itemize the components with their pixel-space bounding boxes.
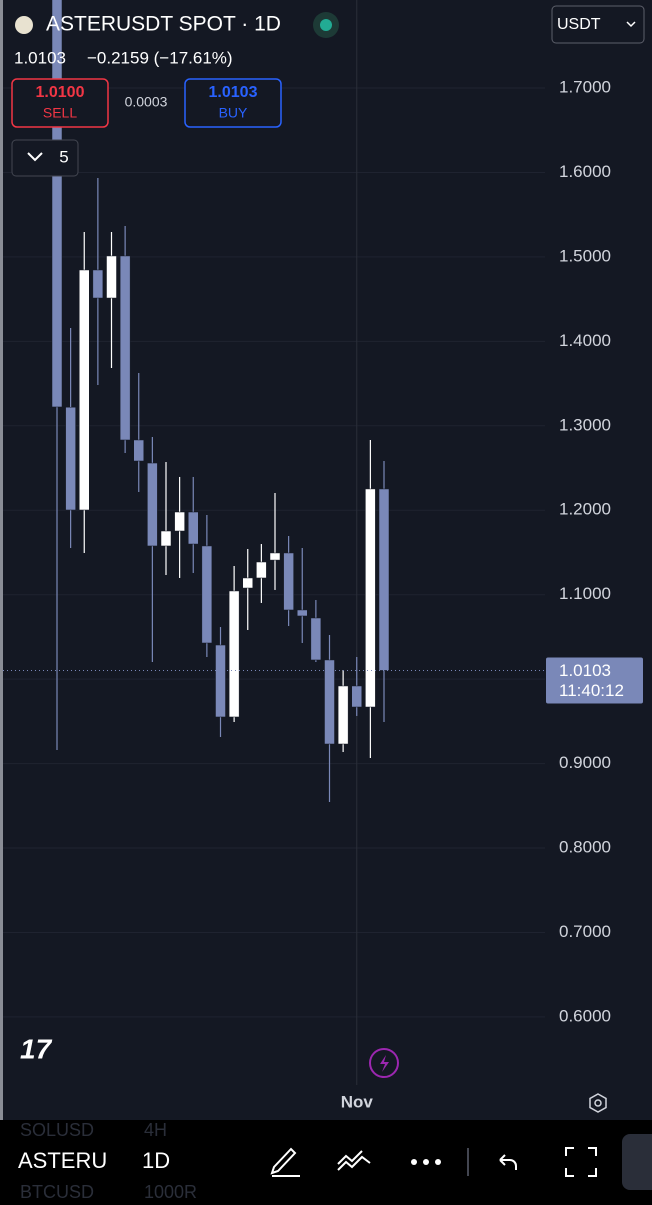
candle-body	[215, 644, 226, 718]
y-tick-label: 1.7000	[559, 77, 611, 96]
behind-interval: 4H	[144, 1120, 167, 1140]
candle-body	[51, 0, 63, 408]
undo-icon[interactable]	[499, 1154, 517, 1170]
candle-body	[119, 255, 131, 441]
behind-interval: 1000R	[144, 1182, 197, 1200]
y-tick-label: 1.3000	[559, 415, 611, 434]
lightning-icon	[380, 1055, 389, 1072]
candle-body	[228, 590, 240, 718]
lightning-button[interactable]	[369, 1048, 399, 1078]
candle-body	[106, 255, 117, 299]
sell-label: SELL	[43, 105, 77, 121]
candle-body	[188, 511, 199, 545]
countdown: 11:40:12	[559, 681, 624, 700]
indicators-toggle[interactable]	[11, 139, 79, 177]
toolbar	[0, 1120, 652, 1200]
buy-label: BUY	[219, 105, 248, 121]
chevron	[27, 152, 43, 162]
price-change: −0.2159 (−17.61%)	[87, 48, 233, 67]
currency: USDT	[557, 16, 601, 33]
settings-icon[interactable]	[589, 1093, 607, 1113]
candle-body	[351, 685, 362, 708]
behind-symbol: BTCUSD	[20, 1182, 94, 1200]
indicators-icon[interactable]	[337, 1150, 371, 1171]
candle-body	[242, 577, 253, 589]
candle-body	[256, 561, 267, 579]
indicators-count: 5	[59, 147, 68, 166]
y-tick-label: 0.9000	[559, 753, 611, 772]
y-tick-label: 0.7000	[559, 922, 611, 941]
candle-body	[133, 439, 144, 462]
candle-body	[324, 659, 335, 745]
buy-button[interactable]	[184, 78, 282, 128]
candle-body	[65, 406, 76, 511]
sell-button[interactable]	[11, 78, 109, 128]
y-tick-label: 0.6000	[559, 1006, 611, 1025]
fullscreen-icon[interactable]	[565, 1147, 597, 1177]
last-price-box	[546, 657, 643, 704]
candle-body	[201, 545, 213, 644]
candle-body	[147, 462, 158, 547]
candle-body	[174, 511, 185, 532]
spread: 0.0003	[125, 94, 168, 110]
sell-price: 1.0100	[36, 84, 85, 101]
candle-body	[337, 685, 349, 745]
y-tick-label: 1.4000	[559, 331, 611, 350]
last-price-label: 1.0103	[559, 661, 611, 680]
chart-background	[0, 0, 652, 1120]
y-tick-label: 1.1000	[559, 584, 611, 603]
logo: 17	[20, 1033, 53, 1064]
candle-body	[310, 617, 322, 661]
candle-body	[365, 488, 376, 708]
left-border	[0, 0, 3, 1120]
toolbar-interval[interactable]: 1D	[142, 1148, 170, 1173]
candle-body	[283, 552, 294, 611]
behind-symbol: SOLUSD	[20, 1120, 94, 1140]
symbol-title[interactable]: ASTERUSDT SPOT · 1D	[46, 13, 281, 36]
dropdown-arrow	[626, 21, 636, 28]
status-dot	[320, 19, 332, 31]
toolbar-symbol[interactable]: ASTERU	[18, 1148, 107, 1173]
candle-body	[269, 552, 281, 561]
buy-price: 1.0103	[209, 84, 258, 101]
y-tick-label: 1.6000	[559, 162, 611, 181]
more-icon[interactable]	[411, 1159, 441, 1165]
currency-select[interactable]	[551, 5, 645, 44]
draw-icon[interactable]	[270, 1147, 300, 1177]
candle-body	[92, 269, 104, 299]
y-tick-label: 1.5000	[559, 246, 611, 265]
candle-body	[378, 488, 390, 671]
candle-body	[297, 609, 308, 617]
last-price: 1.0103	[14, 48, 66, 67]
y-tick-label: 0.8000	[559, 838, 611, 857]
candle-body	[160, 530, 172, 547]
settings-icon-center	[594, 1099, 602, 1107]
y-tick-label: 1.2000	[559, 500, 611, 519]
x-tick-label: Nov	[341, 1092, 374, 1111]
side-button[interactable]	[622, 1134, 652, 1190]
candle-body	[79, 269, 90, 511]
symbol-icon	[15, 16, 33, 34]
